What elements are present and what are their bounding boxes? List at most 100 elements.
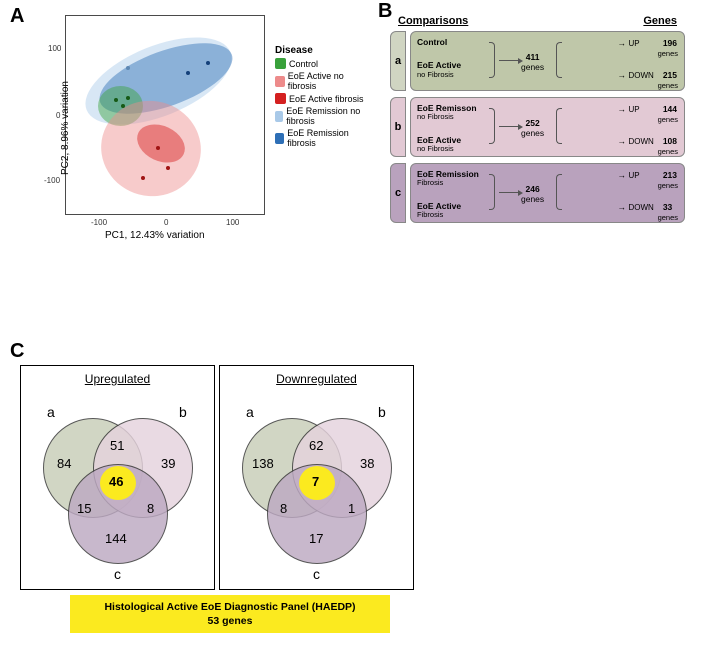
venn-only-a: 138	[252, 456, 274, 471]
venn-ab: 62	[309, 438, 323, 453]
venn-label-c: c	[114, 566, 121, 582]
venn-title-up: Upregulated	[21, 372, 214, 386]
up-down-counts: → UP 213genes → DOWN 33genes	[618, 170, 678, 234]
venn-bc: 1	[348, 501, 355, 516]
venn-bc: 8	[147, 501, 154, 516]
split-bracket-icon	[556, 174, 562, 210]
haedp-bar: Histological Active EoE Diagnostic Panel…	[70, 595, 390, 633]
group2: EoE Activeno Fibrosis	[417, 61, 489, 79]
down-arm: → DOWN 108genes	[618, 136, 678, 156]
up-arm: → UP 144genes	[618, 104, 678, 124]
comparison-tab: c	[390, 163, 406, 223]
legend-label: EoE Remission fibrosis	[287, 128, 365, 148]
total-genes: 252genes	[521, 118, 544, 138]
legend-item: EoE Active fibrosis	[275, 93, 365, 104]
pca-panel: -100 0 100 -100 0 100 PC2, 8.96% variati…	[25, 15, 365, 235]
bracket-icon	[489, 174, 495, 210]
haedp-sub: 53 genes	[74, 615, 386, 627]
venn-label-a: a	[47, 404, 55, 420]
panel-letter-c: C	[10, 340, 24, 363]
group1: EoE RemissionFibrosis	[417, 170, 489, 188]
data-point	[126, 66, 130, 70]
venn-label-b: b	[378, 404, 386, 420]
xtick: -100	[91, 218, 107, 227]
venn-panel: Upregulated a b c 84 39 144 51 15 8 46 D…	[20, 365, 440, 590]
venn-ab: 51	[110, 438, 124, 453]
legend-label: EoE Active no fibrosis	[288, 71, 365, 91]
venn-title-down: Downregulated	[220, 372, 413, 386]
header-genes: Genes	[643, 15, 677, 27]
pca-legend: Disease Control EoE Active no fibrosis E…	[275, 45, 365, 150]
legend-item: Control	[275, 58, 365, 69]
xtick: 0	[164, 218, 168, 227]
comparison-groups: EoE Remissonno FibrosisEoE Activeno Fibr…	[417, 104, 489, 167]
down-arm: → DOWN 33genes	[618, 202, 678, 222]
data-point	[166, 166, 170, 170]
comparison-tab: b	[390, 97, 406, 157]
bracket-icon	[489, 108, 495, 144]
legend-swatch	[275, 133, 284, 144]
data-point	[206, 61, 210, 65]
legend-item: EoE Active no fibrosis	[275, 71, 365, 91]
group2: EoE ActiveFibrosis	[417, 202, 489, 220]
up-arm: → UP 213genes	[618, 170, 678, 190]
venn-only-c: 17	[309, 531, 323, 546]
data-point	[121, 104, 125, 108]
split-bracket-icon	[556, 42, 562, 78]
total-genes: 411genes	[521, 52, 544, 72]
data-point	[186, 71, 190, 75]
venn-upregulated: Upregulated a b c 84 39 144 51 15 8 46	[20, 365, 215, 590]
legend-swatch	[275, 58, 286, 69]
legend-swatch	[275, 93, 286, 104]
legend-item: EoE Remission no fibrosis	[275, 106, 365, 126]
venn-label-b: b	[179, 404, 187, 420]
pca-plot-area: -100 0 100 -100 0 100	[65, 15, 265, 215]
venn-only-a: 84	[57, 456, 71, 471]
arrow-icon	[499, 192, 519, 193]
comparison-row-a: a Control EoE Activeno Fibrosis 411genes → U…	[390, 31, 685, 91]
up-down-counts: → UP 196genes → DOWN 215genes	[618, 38, 678, 102]
venn-label-a: a	[246, 404, 254, 420]
comparisons-panel: Comparisons Genes a Control EoE Activeno F…	[390, 15, 685, 229]
comparison-box: EoE RemissionFibrosis EoE ActiveFibrosis 2…	[410, 163, 685, 223]
comparison-tab: a	[390, 31, 406, 91]
venn-abc: 46	[109, 474, 123, 489]
venn-only-c: 144	[105, 531, 127, 546]
legend-swatch	[275, 76, 285, 87]
arrow-icon	[499, 60, 519, 61]
data-point	[141, 176, 145, 180]
group2: EoE Activeno Fibrosis	[417, 136, 489, 154]
comparison-groups: EoE RemissionFibrosis EoE ActiveFibrosis	[417, 170, 489, 233]
legend-label: EoE Active fibrosis	[289, 94, 364, 104]
legend-title: Disease	[275, 45, 365, 56]
data-point	[114, 98, 118, 102]
pca-xlabel: PC1, 12.43% variation	[105, 230, 205, 241]
venn-downregulated: Downregulated a b c 138 38 17 62 8 1 7	[219, 365, 414, 590]
comparison-headers: Comparisons Genes	[390, 15, 685, 27]
legend-label: EoE Remission no fibrosis	[286, 106, 365, 126]
xtick: 100	[226, 218, 239, 227]
venn-ac: 15	[77, 501, 91, 516]
venn-only-b: 39	[161, 456, 175, 471]
up-arm: → UP 196genes	[618, 38, 678, 58]
total-genes: 246genes	[521, 184, 544, 204]
comparison-row-b: bEoE Remissonno FibrosisEoE Activeno Fib…	[390, 97, 685, 157]
header-comparisons: Comparisons	[398, 15, 468, 27]
split-bracket-icon	[556, 108, 562, 144]
venn-only-b: 38	[360, 456, 374, 471]
ytick: 100	[48, 44, 61, 53]
group1: Control	[417, 38, 489, 47]
pca-ylabel: PC2, 8.96% variation	[60, 81, 71, 175]
data-point	[156, 146, 160, 150]
bracket-icon	[489, 42, 495, 78]
panel-letter-a: A	[10, 5, 24, 28]
legend-item: EoE Remission fibrosis	[275, 128, 365, 148]
down-arm: → DOWN 215genes	[618, 70, 678, 90]
haedp-title: Histological Active EoE Diagnostic Panel…	[104, 601, 355, 613]
venn-ac: 8	[280, 501, 287, 516]
comparison-box: Control EoE Activeno Fibrosis 411genes → UP…	[410, 31, 685, 91]
arrow-icon	[499, 126, 519, 127]
venn-abc: 7	[312, 474, 319, 489]
up-down-counts: → UP 144genes → DOWN 108genes	[618, 104, 678, 168]
comparison-groups: Control EoE Activeno Fibrosis	[417, 38, 489, 93]
